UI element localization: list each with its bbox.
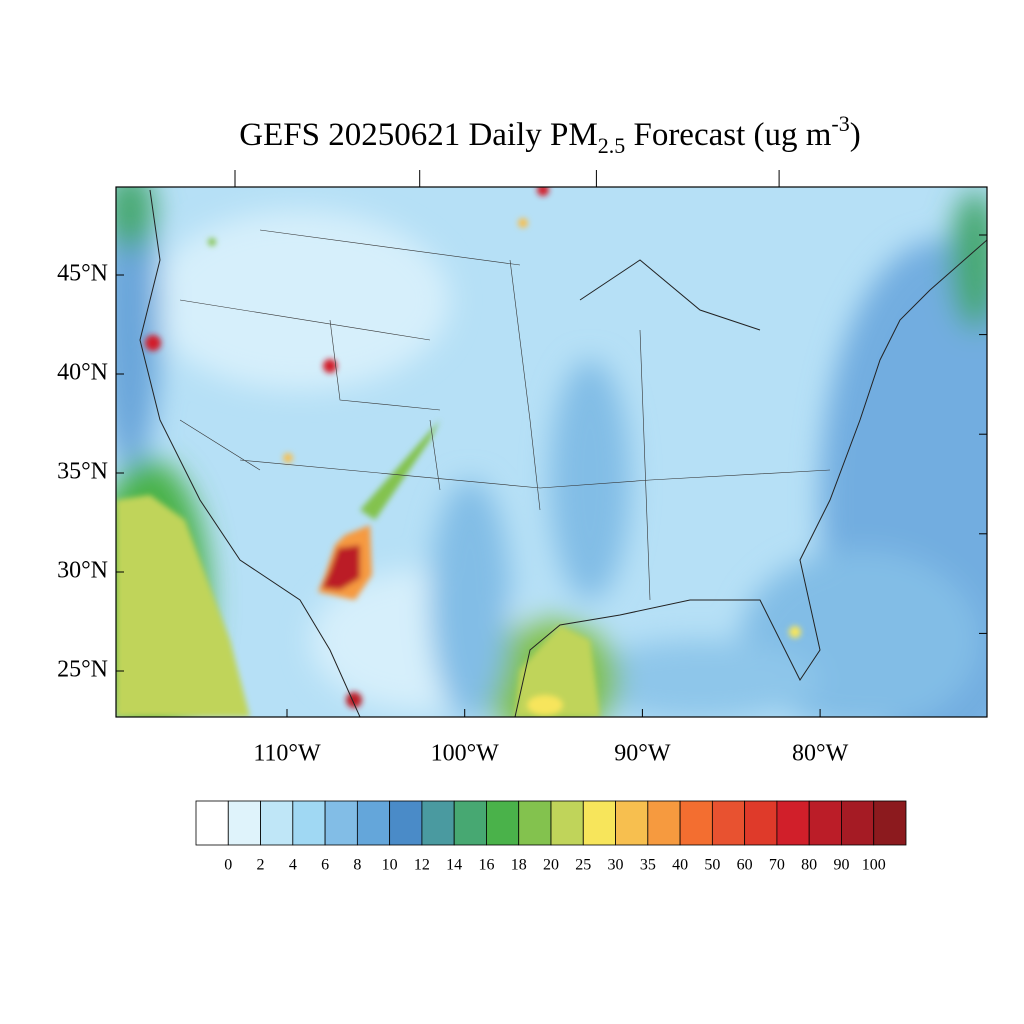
colorbar-label: 50 (704, 857, 720, 874)
lat-label: 35°N (57, 459, 108, 485)
colorbar-label: 20 (543, 857, 559, 874)
colorbar-label: 16 (478, 857, 494, 874)
colorbar-box (356, 800, 391, 846)
lat-label: 45°N (57, 261, 108, 287)
colorbar-box (195, 800, 229, 846)
colorbar-label: 25 (575, 857, 591, 874)
title-subscript: 2.5 (598, 133, 626, 158)
colorbar-box (389, 800, 423, 846)
title-superscript: -3 (831, 111, 849, 136)
colorbar-box (292, 800, 326, 846)
lon-label: 110°W (253, 741, 321, 767)
colorbar-label: 12 (414, 857, 430, 874)
lat-label: 25°N (57, 657, 108, 683)
title-end: ) (850, 117, 861, 153)
colorbar-label: 70 (769, 857, 785, 874)
lon-label: 80°W (792, 741, 849, 767)
colorbar-label: 100 (862, 857, 886, 874)
colorbar-box (550, 800, 584, 846)
colorbar-label: 10 (382, 857, 398, 874)
lat-label: 40°N (57, 360, 108, 386)
lon-label: 100°W (431, 741, 500, 767)
colorbar-label: 90 (833, 857, 849, 874)
colorbar-box (615, 800, 649, 846)
colorbar-label: 8 (353, 857, 361, 874)
colorbar-box (324, 800, 358, 846)
map-frame (115, 186, 988, 718)
colorbar-label: 80 (801, 857, 817, 874)
colorbar-box (227, 800, 261, 846)
colorbar-label: 4 (289, 857, 297, 874)
colorbar-box (744, 800, 778, 846)
lat-label: 30°N (57, 558, 108, 584)
colorbar-label: 18 (511, 857, 527, 874)
colorbar-box (260, 800, 294, 846)
colorbar-box (486, 800, 520, 846)
map-field (116, 187, 987, 717)
colorbar-label: 0 (224, 857, 232, 874)
colorbar-label: 30 (608, 857, 624, 874)
colorbar-label: 60 (737, 857, 753, 874)
colorbar-label: 35 (640, 857, 656, 874)
colorbar: 0 2 4 6 8 10 12 14 16 18 20 25 30 35 40 50 60 70 80 90 100 (195, 800, 907, 874)
colorbar-box (679, 800, 713, 846)
colorbar-box (808, 800, 842, 846)
colorbar-box (873, 800, 907, 846)
colorbar-box (582, 800, 616, 846)
lon-label: 90°W (614, 741, 671, 767)
colorbar-label: 6 (321, 857, 329, 874)
colorbar-label: 2 (257, 857, 265, 874)
colorbar-box (453, 800, 487, 846)
colorbar-box (711, 800, 746, 846)
colorbar-label: 14 (446, 857, 462, 874)
colorbar-box (421, 800, 455, 846)
colorbar-label: 40 (672, 857, 688, 874)
title-main: GEFS 20250621 Daily PM (239, 117, 597, 153)
title-middle: Forecast (ug m (625, 117, 832, 153)
colorbar-box (776, 800, 810, 846)
colorbar-box (518, 800, 552, 846)
colorbar-box (647, 800, 681, 846)
title: GEFS 20250621 Daily PM2.5 Forecast (ug m… (239, 111, 861, 158)
colorbar-box (841, 800, 875, 846)
